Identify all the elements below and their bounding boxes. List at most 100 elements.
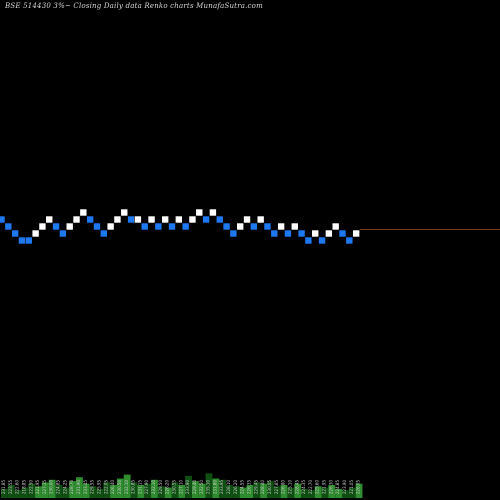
renko-brick-down	[93, 222, 101, 231]
volume-label: 226.05	[356, 480, 361, 494]
volume-bar	[130, 482, 138, 498]
volume-label: 231.15	[137, 480, 142, 494]
volume-bar	[212, 478, 220, 498]
volume-label: 228.20	[165, 480, 170, 494]
renko-brick-up	[256, 215, 265, 224]
volume-bar	[246, 485, 254, 498]
volume-label: 226.20	[233, 480, 238, 494]
renko-brick-up	[236, 222, 244, 231]
renko-brick-up	[290, 222, 299, 231]
volume-labels: 231.85 223.55 222.60 218.85 222.50 221.95 227.…	[1, 480, 361, 494]
renko-brick-up	[325, 229, 333, 238]
volume-area	[1, 473, 363, 498]
volume-label: 230.00	[49, 480, 54, 494]
volume-label: 221.95	[35, 480, 40, 494]
renko-brick-down	[284, 229, 292, 238]
renko-brick-down	[229, 229, 238, 238]
volume-label: 226.80	[281, 480, 286, 494]
volume-bar	[28, 483, 36, 498]
volume-label: 226.35	[247, 480, 252, 494]
renko-brick-down	[11, 229, 19, 238]
volume-label: 226.30	[328, 480, 333, 494]
volume-bar	[123, 474, 131, 498]
renko-brick-down	[215, 215, 224, 224]
volume-bar	[342, 490, 349, 498]
volume-bar	[355, 483, 363, 498]
renko-brick-down	[127, 215, 135, 224]
volume-label: 224.85	[335, 480, 340, 494]
volume-bar	[307, 490, 315, 498]
volume-bar	[55, 485, 63, 498]
volume-bar	[157, 486, 165, 498]
renko-brick-up	[161, 215, 169, 224]
volume-label: 227.35	[42, 480, 47, 494]
volume-bar	[144, 483, 152, 498]
volume-label: 226.40	[110, 480, 115, 494]
renko-brick-down	[24, 236, 33, 245]
volume-label: 230.05	[267, 480, 272, 494]
volume-bar	[35, 486, 42, 498]
chart-title: BSE 514430 3%~ Closing Daily data Renko …	[5, 2, 263, 10]
volume-bar	[62, 487, 70, 498]
volume-label: 221.95	[322, 480, 327, 494]
renko-brick-up	[195, 208, 204, 217]
volume-label: 227.10	[178, 480, 183, 494]
renko-brick-up	[352, 229, 360, 238]
renko-brick-down	[59, 229, 67, 238]
renko-brick-down	[168, 222, 176, 231]
volume-label: 227.90	[144, 480, 149, 494]
volume-label: 229.55	[90, 480, 95, 494]
volume-bar	[198, 483, 206, 498]
volume-bar	[96, 488, 104, 498]
volume-label: 233.90	[185, 480, 190, 494]
volume-label: 231.85	[1, 480, 6, 494]
volume-bar	[110, 485, 117, 498]
volume-label: 230.55	[172, 480, 177, 494]
volume-bar	[273, 486, 281, 498]
volume-bar	[7, 485, 15, 498]
volume-label: 230.85	[131, 480, 136, 494]
volume-label: 218.85	[21, 480, 26, 494]
volume-label: 222.70	[308, 480, 313, 494]
volume-label: 225.95	[96, 480, 101, 494]
renko-brick-down	[140, 222, 149, 231]
renko-brick-down	[154, 222, 163, 231]
renko-brick-down	[222, 222, 231, 231]
renko-brick-down	[86, 215, 94, 224]
volume-label: 233.95	[219, 480, 224, 494]
renko-brick-up	[175, 215, 183, 224]
renko-brick-down	[297, 229, 306, 238]
volume-bar	[178, 485, 186, 498]
volume-label: 232.50	[199, 480, 204, 494]
volume-label: 233.45	[83, 480, 88, 494]
volume-bar	[348, 487, 356, 498]
renko-brick-down	[270, 229, 279, 238]
renko-brick-up	[106, 222, 115, 231]
renko-brick-down	[100, 229, 108, 238]
volume-label: 230.50	[117, 480, 122, 494]
volume-bar	[76, 477, 83, 498]
volume-bar	[328, 485, 336, 498]
volume-bar	[335, 488, 342, 498]
volume-bar	[260, 483, 267, 498]
renko-brick-down	[4, 222, 13, 231]
volume-label: 232.10	[151, 480, 156, 494]
renko-brick-up	[331, 222, 340, 231]
volume-bar	[82, 483, 90, 498]
volume-bar	[314, 486, 322, 498]
volume-bar	[41, 482, 49, 498]
volume-bar	[69, 481, 77, 498]
volume-bar	[137, 485, 145, 498]
volume-bar	[226, 485, 233, 498]
volume-bar	[1, 488, 8, 498]
volume-label: 224.25	[62, 480, 67, 494]
volume-bar	[321, 487, 329, 498]
volume-label: 232.10	[124, 480, 129, 494]
renko-brick-down	[318, 236, 326, 245]
volume-label: 224.35	[301, 480, 306, 494]
volume-bar	[205, 473, 213, 498]
volume-bar	[116, 478, 124, 498]
renko-brick-down	[181, 222, 190, 231]
renko-brick-up	[243, 215, 251, 224]
